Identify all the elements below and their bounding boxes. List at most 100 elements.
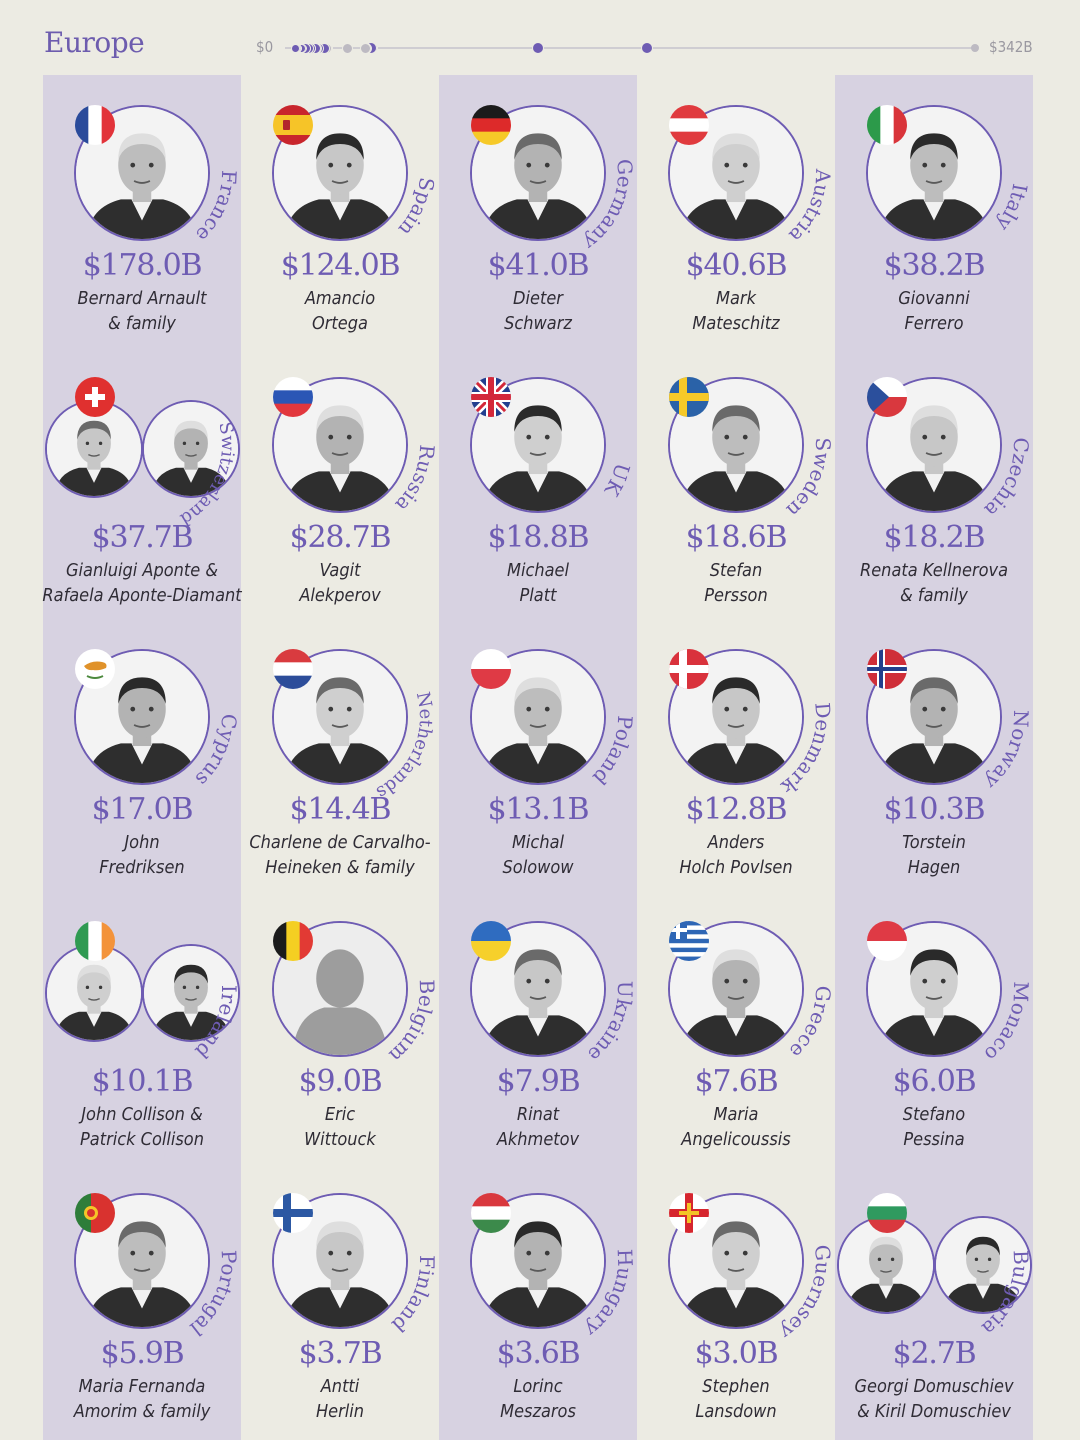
country-label: Greece <box>785 985 836 1063</box>
billionaire-card: UK $18.8B Michael Platt <box>439 347 637 619</box>
name-line: Rafaela Aponte-Diamant <box>42 585 242 606</box>
name-line: Bernard Arnault <box>77 288 207 309</box>
net-worth: $13.1B <box>487 792 590 827</box>
net-worth: $17.0B <box>91 792 194 827</box>
svg-text:Italy: Italy <box>991 182 1032 236</box>
name-line: & Kiril Domuschiev <box>857 1401 1011 1422</box>
billionaire-name: John Fredriksen <box>41 830 243 880</box>
billionaire-name: Michael Platt <box>437 558 639 608</box>
billionaire-name: Torstein Hagen <box>833 830 1035 880</box>
net-worth: $5.9B <box>100 1336 185 1371</box>
portrait-ring <box>142 400 240 498</box>
name-line: Maria <box>713 1104 759 1125</box>
svg-text:Ireland: Ireland <box>190 985 241 1064</box>
billionaire-name: Rinat Akhmetov <box>437 1102 639 1152</box>
net-worth: $38.2B <box>883 248 986 283</box>
billionaire-name: Michal Solowow <box>437 830 639 880</box>
svg-text:Denmark: Denmark <box>776 702 835 800</box>
svg-text:Hungary: Hungary <box>580 1249 637 1343</box>
name-line: Mark <box>716 288 756 309</box>
portrait-ring <box>74 649 210 785</box>
portrait-photo <box>47 402 141 496</box>
billionaire-name: Giovanni Ferrero <box>833 286 1035 336</box>
billionaire-name: Lorinc Meszaros <box>437 1374 639 1424</box>
svg-text:Czechia: Czechia <box>980 438 1033 523</box>
portrait-ring <box>866 105 1002 241</box>
germany-flag-icon <box>471 105 511 145</box>
country-label: Bulgaria <box>977 1250 1033 1341</box>
poland-flag-icon <box>471 649 511 689</box>
billionaire-name: Dieter Schwarz <box>437 286 639 336</box>
name-line: Patrick Collison <box>80 1129 204 1150</box>
net-worth: $18.6B <box>685 520 788 555</box>
portrait-photo <box>76 1195 208 1327</box>
name-line: Schwarz <box>504 313 572 334</box>
portrait-ring <box>866 377 1002 513</box>
billionaire-card: Ireland $10.1B John Collison & Patrick Coll… <box>43 891 241 1163</box>
country-label: Sweden <box>782 437 835 522</box>
country-label: Austria <box>784 168 835 248</box>
portrait-photo <box>144 402 238 496</box>
name-line: Solowow <box>502 857 574 878</box>
svg-text:Guernsey: Guernsey <box>775 1244 835 1345</box>
billionaire-name: Renata Kellnerova & family <box>833 558 1035 608</box>
svg-text:Norway: Norway <box>980 710 1034 795</box>
name-line: Michael <box>506 560 570 581</box>
net-worth: $3.7B <box>298 1336 383 1371</box>
net-worth: $7.6B <box>694 1064 779 1099</box>
portrait-ring <box>272 649 408 785</box>
billionaire-name: Maria Fernanda Amorim & family <box>41 1374 243 1424</box>
country-label: Poland <box>588 715 637 790</box>
name-line: Gianluigi Aponte & <box>65 560 219 581</box>
country-label: Hungary <box>580 1249 637 1343</box>
country-label: Finland <box>387 1255 439 1337</box>
country-label: Russia <box>391 444 440 517</box>
portrait-ring <box>837 1216 935 1314</box>
portrait-photo <box>868 379 1000 511</box>
scale-min-label: $0 <box>256 38 274 56</box>
name-line: Fredriksen <box>99 857 185 878</box>
portrait-photo <box>936 1218 1030 1312</box>
billionaire-card: Spain $124.0B Amancio Ortega <box>241 75 439 347</box>
country-label: Monaco <box>980 981 1034 1067</box>
billionaire-card: Poland $13.1B Michal Solowow <box>439 619 637 891</box>
billionaire-card: France $178.0B Bernard Arnault & family <box>43 75 241 347</box>
net-worth: $28.7B <box>289 520 392 555</box>
name-line: Amorim & family <box>73 1401 211 1422</box>
name-line: Torstein <box>902 832 966 853</box>
svg-text:France: France <box>191 170 241 247</box>
name-line: Platt <box>519 585 557 606</box>
netherlands-flag-icon <box>273 649 313 689</box>
billionaire-card: Denmark $12.8B Anders Holch Povlsen <box>637 619 835 891</box>
name-line: Ferrero <box>904 313 964 334</box>
scale-dot <box>341 42 353 54</box>
portrait-photo <box>274 651 406 783</box>
portrait-photo <box>472 651 604 783</box>
billionaire-name: Maria Angelicoussis <box>635 1102 837 1152</box>
billionaire-name: John Collison & Patrick Collison <box>41 1102 243 1152</box>
billionaire-card: Italy $38.2B Giovanni Ferrero <box>835 75 1033 347</box>
portrait-photo <box>144 946 238 1040</box>
name-line: Giovanni <box>898 288 970 309</box>
portrait-ring <box>866 921 1002 1057</box>
austria-flag-icon <box>669 105 709 145</box>
net-worth: $18.8B <box>487 520 590 555</box>
billionaire-name: Georgi Domuschiev & Kiril Domuschiev <box>833 1374 1035 1424</box>
name-line: Eric <box>324 1104 356 1125</box>
svg-text:Portugal: Portugal <box>186 1250 242 1342</box>
name-line: Hagen <box>907 857 961 878</box>
net-worth: $10.3B <box>883 792 986 827</box>
billionaire-card: Monaco $6.0B Stefano Pessina <box>835 891 1033 1163</box>
net-worth: $37.7B <box>91 520 194 555</box>
portrait-photo <box>670 651 802 783</box>
portrait-ring <box>142 944 240 1042</box>
scale-dot <box>360 42 371 54</box>
header: Europe $0 $342B <box>0 0 1080 75</box>
portrait-photo <box>274 107 406 239</box>
name-line: Georgi Domuschiev <box>854 1376 1014 1397</box>
name-line: John Collison & <box>81 1104 203 1125</box>
net-worth: $40.6B <box>685 248 788 283</box>
portrait-ring <box>668 921 804 1057</box>
scale-line <box>285 47 975 49</box>
name-line: Stefano <box>902 1104 966 1125</box>
